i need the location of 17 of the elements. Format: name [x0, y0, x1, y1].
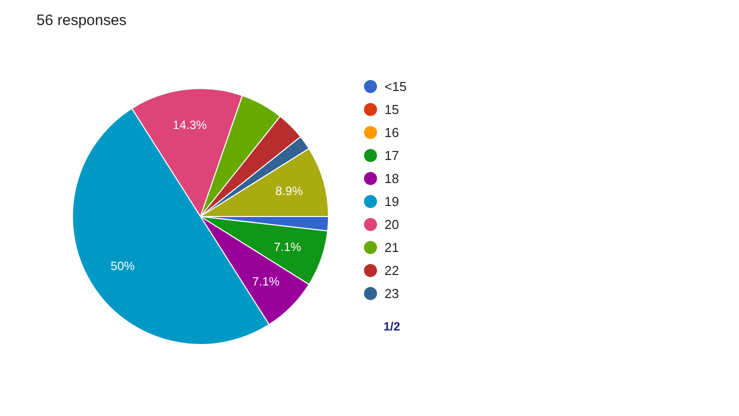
legend-label: <15	[384, 79, 407, 94]
legend-label: 22	[384, 263, 399, 278]
legend-label: 15	[384, 102, 399, 117]
legend-label: 19	[384, 194, 399, 209]
chart-title: 56 responses	[36, 12, 127, 29]
legend-label: 17	[384, 148, 399, 163]
legend-label: 23	[384, 286, 399, 301]
legend-label: 18	[384, 171, 399, 186]
data-label: 14.3%	[172, 118, 208, 132]
text: 1/2	[384, 320, 401, 334]
data-label: 7.1%	[252, 274, 280, 288]
legend-label: 21	[384, 240, 399, 255]
data-label: 7.1%	[274, 240, 302, 254]
data-label: 50%	[110, 258, 136, 273]
legend-label: 20	[384, 217, 399, 232]
data-label: 8.9%	[275, 184, 304, 198]
legend-label: 16	[384, 125, 399, 140]
